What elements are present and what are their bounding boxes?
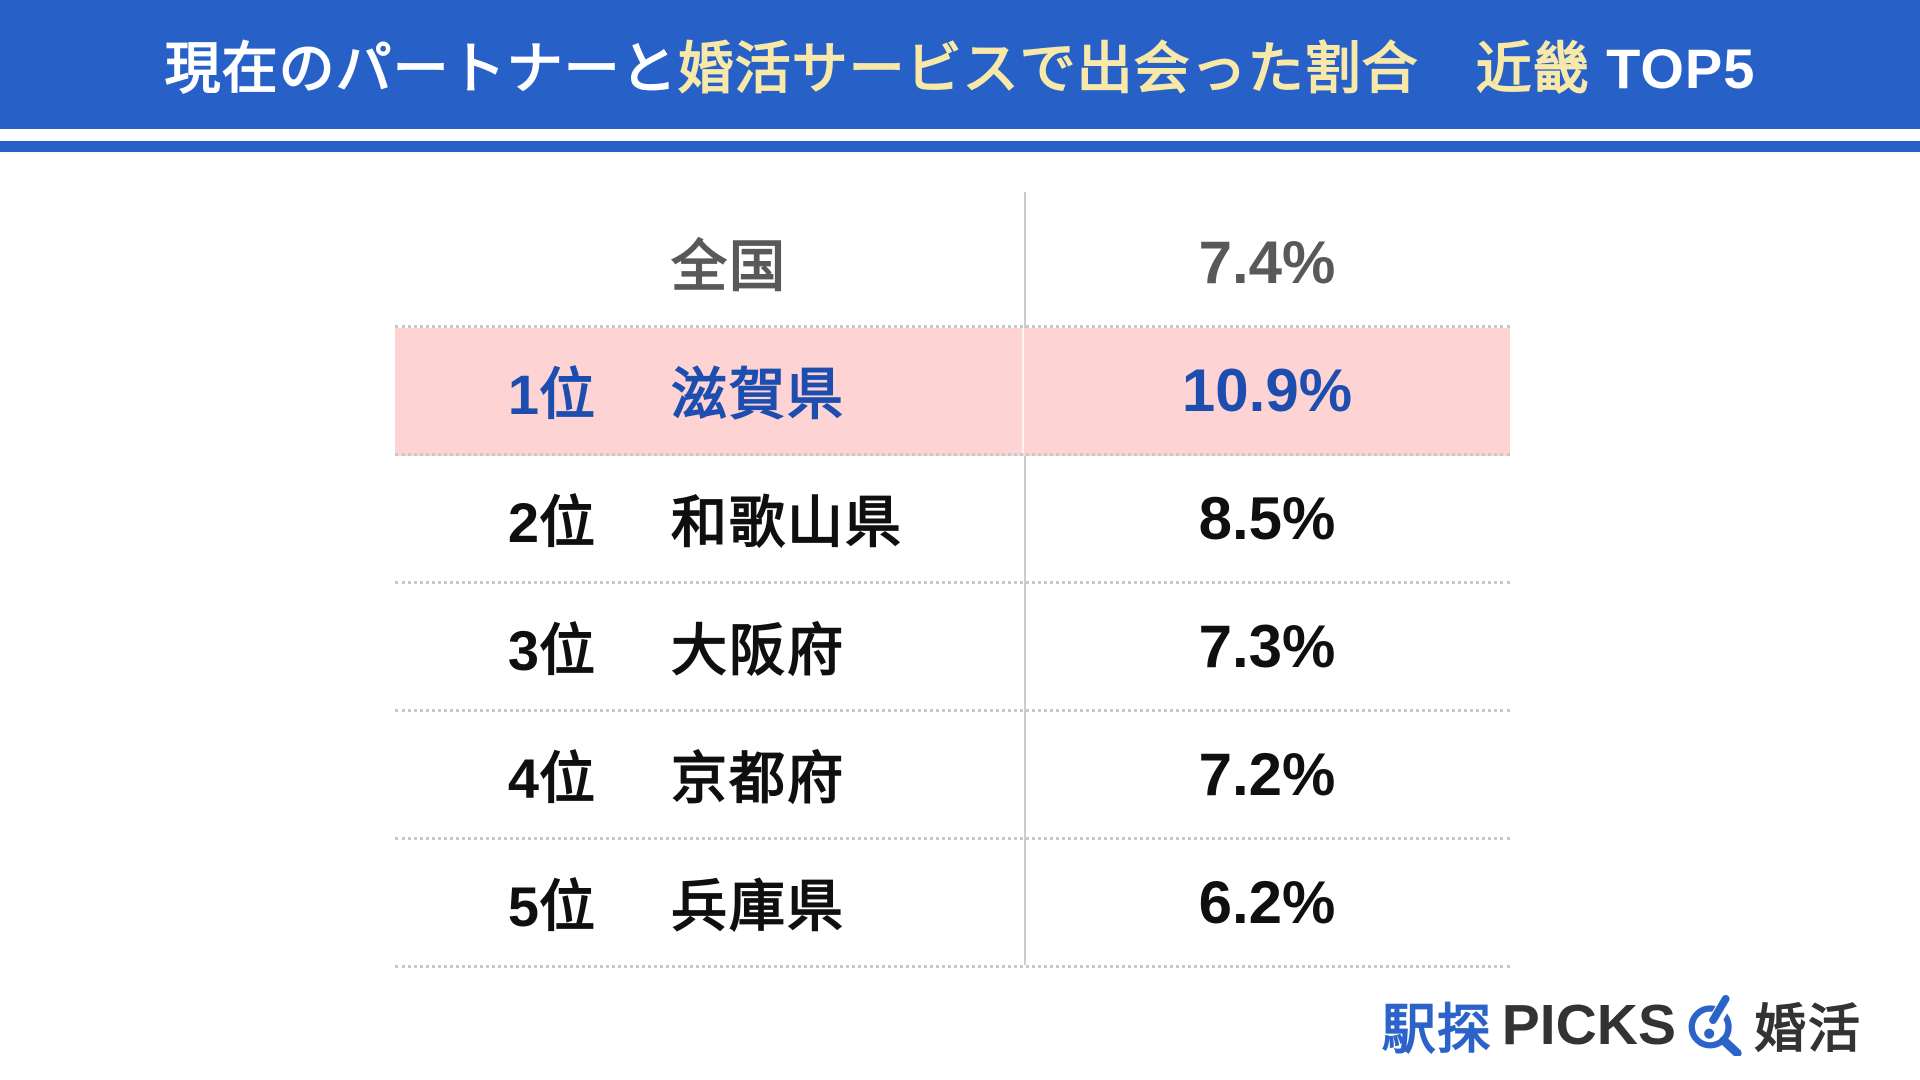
row-label-cell: 全国 xyxy=(395,222,1024,303)
row-label-cell: 1位 滋賀県 xyxy=(395,350,1024,431)
prefecture-name: 京都府 xyxy=(671,747,845,810)
rank-label: 2位 xyxy=(507,491,595,554)
percentage-value: 7.4% xyxy=(1198,229,1336,296)
table-row-rank5: 5位 兵庫県 6.2% xyxy=(395,840,1510,968)
magnifier-exclamation-icon xyxy=(1684,993,1746,1056)
table-row-national: 全国 7.4% xyxy=(395,200,1510,328)
prefecture-name: 和歌山県 xyxy=(671,491,903,554)
percentage-value: 8.5% xyxy=(1198,485,1336,552)
table-row-rank2: 2位 和歌山県 8.5% xyxy=(395,456,1510,584)
percentage-value: 10.9% xyxy=(1181,357,1353,424)
rank-label: 4位 xyxy=(507,747,595,810)
picks-wordmark: PICKS xyxy=(1501,992,1676,1057)
table-row-rank4: 4位 京都府 7.2% xyxy=(395,712,1510,840)
ekitan-wordmark: 駅探 xyxy=(1381,1000,1492,1060)
prefecture-name: 大阪府 xyxy=(671,619,845,682)
column-divider xyxy=(1024,192,1026,965)
title-part-yellow-2: 近畿 xyxy=(1418,37,1590,100)
service-name: 婚活 xyxy=(1753,1001,1862,1059)
header-underline xyxy=(0,141,1920,152)
table-row-rank3: 3位 大阪府 7.3% xyxy=(395,584,1510,712)
prefecture-name: 滋賀県 xyxy=(671,363,845,426)
row-label-cell: 4位 京都府 xyxy=(395,734,1024,815)
page-title: 現在のパートナーと婚活サービスで出会った割合 近畿 TOP5 xyxy=(165,24,1756,105)
prefecture-name: 兵庫県 xyxy=(671,875,845,938)
row-label-cell: 5位 兵庫県 xyxy=(395,862,1024,943)
row-label-cell: 2位 和歌山県 xyxy=(395,478,1024,559)
brand-logo: 駅探 PICKS 婚活 xyxy=(1382,985,1862,1064)
rank-label: 3位 xyxy=(507,619,595,682)
prefecture-name: 全国 xyxy=(671,235,787,298)
rank-label: 1位 xyxy=(507,363,595,426)
percentage-value: 7.2% xyxy=(1198,741,1336,808)
percentage-value: 7.3% xyxy=(1198,613,1336,680)
title-part-white-1: 現在のパートナーと xyxy=(164,37,678,100)
title-part-yellow-1: 婚活サービスで出会った割合 xyxy=(677,37,1419,100)
ranking-table: 全国 7.4% 1位 滋賀県 10.9% 2位 和歌山県 8.5% 3位 大阪府… xyxy=(395,200,1510,968)
title-part-white-2: TOP5 xyxy=(1589,37,1756,100)
rank-label: 5位 xyxy=(507,875,595,938)
table-row-rank1: 1位 滋賀県 10.9% xyxy=(395,328,1510,456)
percentage-value: 6.2% xyxy=(1198,869,1336,936)
row-label-cell: 3位 大阪府 xyxy=(395,606,1024,687)
header-bar: 現在のパートナーと婚活サービスで出会った割合 近畿 TOP5 xyxy=(0,0,1920,129)
